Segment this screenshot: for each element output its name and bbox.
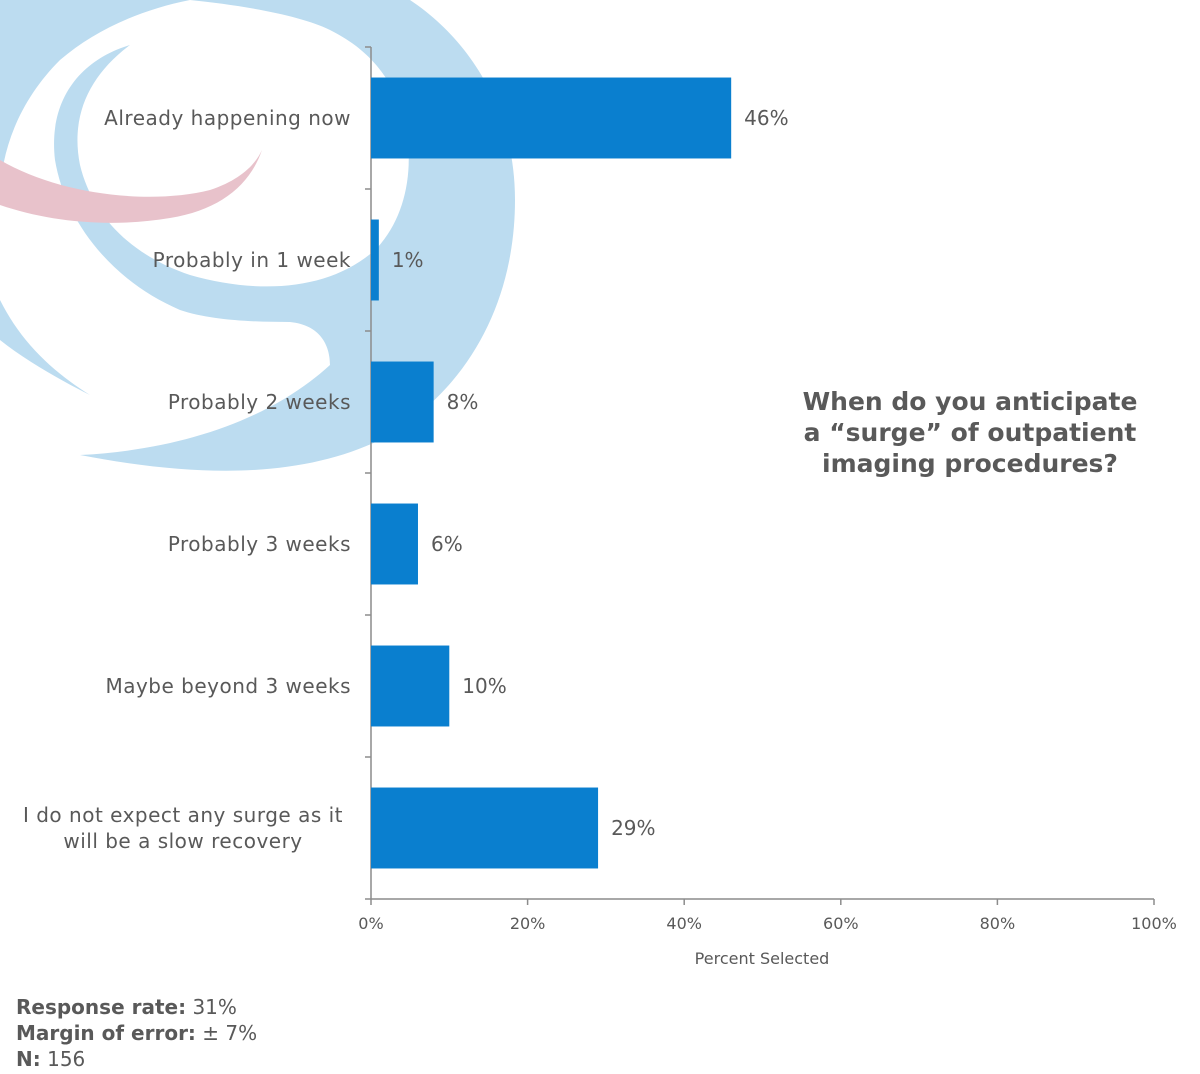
x-tick-labels: 0% 20% 40% 60% 80% 100%: [358, 914, 1177, 933]
x-tick-label: 60%: [823, 914, 859, 933]
category-label: Probably in 1 week: [153, 248, 351, 272]
question-line: When do you anticipate: [802, 387, 1138, 416]
bar-value-label: 29%: [611, 816, 655, 840]
chart-question-title: When do you anticipate a “surge” of outp…: [760, 386, 1180, 479]
bar: [371, 645, 450, 727]
response-rate-value: 31%: [192, 995, 237, 1019]
bar-value-label: 8%: [447, 390, 479, 414]
x-axis-title: Percent Selected: [695, 949, 830, 968]
logo-blue-swirl: [0, 0, 516, 471]
bar: [371, 361, 434, 443]
survey-footer: Response rate: 31% Margin of error: ± 7%…: [16, 994, 257, 1072]
bar-value-label: 46%: [744, 106, 788, 130]
x-tick-label: 80%: [980, 914, 1016, 933]
x-tick-label: 40%: [666, 914, 702, 933]
x-tick-label: 100%: [1131, 914, 1177, 933]
category-label: Already happening now: [104, 106, 351, 130]
bar-value-label: 6%: [431, 532, 463, 556]
chart-bars: [371, 77, 732, 869]
margin-of-error-label: Margin of error:: [16, 1021, 196, 1045]
sample-size-value: 156: [47, 1047, 86, 1071]
bar-value-label: 1%: [392, 248, 424, 272]
bar-value-label: 10%: [462, 674, 506, 698]
bar: [371, 787, 599, 869]
logo-pink-swoosh: [0, 150, 262, 223]
response-rate: Response rate: 31%: [16, 994, 257, 1020]
category-label: will be a slow recovery: [63, 829, 302, 853]
x-tick-label: 20%: [510, 914, 546, 933]
x-tick-label: 0%: [358, 914, 383, 933]
margin-of-error: Margin of error: ± 7%: [16, 1020, 257, 1046]
chart-axes: [365, 46, 1155, 905]
category-label: Probably 3 weeks: [168, 532, 351, 556]
sample-size: N: 156: [16, 1046, 257, 1072]
bar: [371, 219, 379, 301]
question-line: a “surge” of outpatient: [803, 418, 1137, 447]
value-labels: 46% 1% 8% 6% 10% 29%: [392, 106, 789, 840]
response-rate-label: Response rate:: [16, 995, 187, 1019]
category-label: I do not expect any surge as it: [23, 803, 343, 827]
margin-of-error-value: ± 7%: [202, 1021, 258, 1045]
bar: [371, 503, 418, 585]
bar: [371, 77, 732, 159]
question-line: imaging procedures?: [822, 449, 1118, 478]
sample-size-label: N:: [16, 1047, 41, 1071]
category-label: Probably 2 weeks: [168, 390, 351, 414]
category-label: Maybe beyond 3 weeks: [105, 674, 351, 698]
category-labels: Already happening now Probably in 1 week P…: [23, 106, 351, 853]
